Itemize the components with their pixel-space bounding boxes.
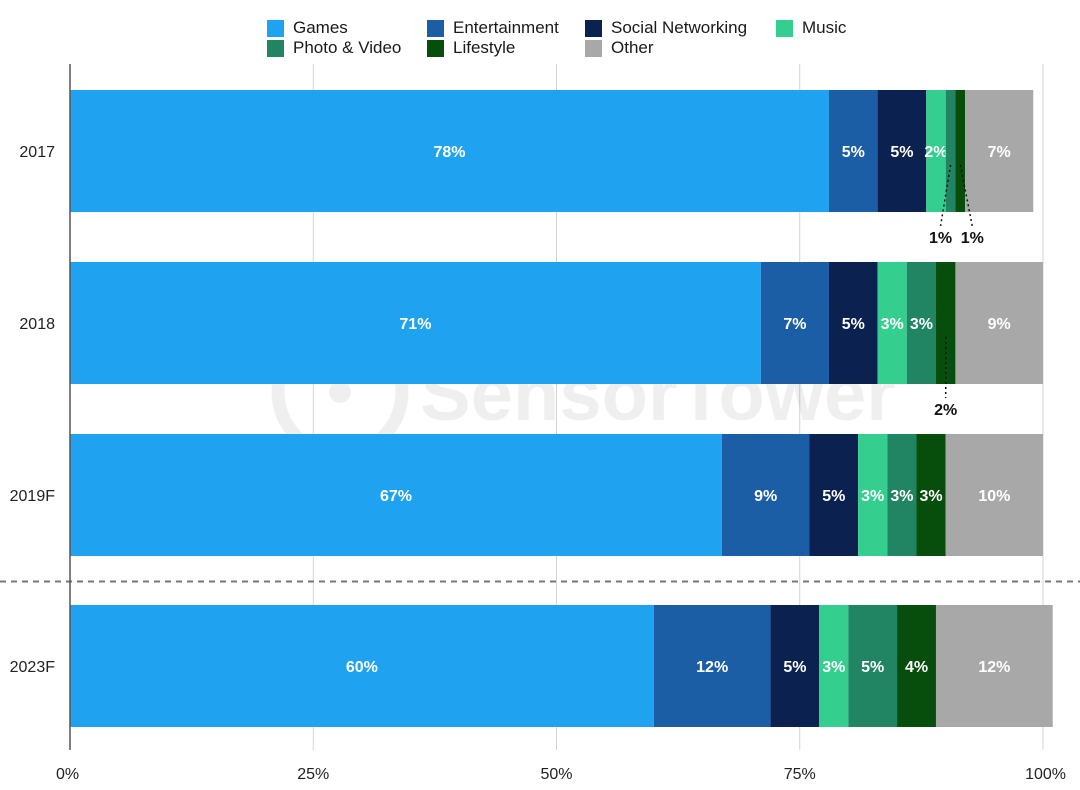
bar-2017-photo-video [945,90,956,212]
callout-label-2018-lifestyle: 2% [934,402,957,419]
bar-label-2023f-other: 12% [978,659,1010,676]
bar-2018-photo-video [906,262,936,384]
bar-2018-lifestyle [935,262,956,384]
bar-label-2019f-music: 3% [861,488,884,505]
bar-label-2018-music: 3% [881,316,904,333]
callout-label-2017-lifestyle: 1% [961,230,984,247]
bar-label-2019f-entertainment: 9% [754,488,777,505]
bar-2018-social-networking [828,262,878,384]
y-category-label-2017: 2017 [19,144,55,161]
bar-label-2018-social-networking: 5% [842,316,865,333]
bar-2017-social-networking [877,90,927,212]
legend-swatch-other [585,39,602,57]
bar-label-2023f-entertainment: 12% [696,659,728,676]
legend-swatch-photo-video [267,39,284,57]
bar-2023f-other [935,605,1053,727]
x-tick-label-25: 25% [297,766,329,783]
bar-2018-music [877,262,907,384]
bar-2018-entertainment [760,262,829,384]
bar-2023f-games [70,605,654,727]
bars: 78% 5% 5% 2% 7% 71% 7% 5% 3% 3% 9% 67% 9% 5% 3% 3% 3% 10%… [70,90,1053,727]
bar-2017-lifestyle [955,90,966,212]
bar-2019f-games [70,434,722,556]
bar-label-2019f-lifestyle: 3% [920,488,943,505]
bar-2019f-lifestyle [916,434,946,556]
bar-label-2023f-lifestyle: 4% [905,659,928,676]
bar-2017-entertainment [828,90,878,212]
legend: Games Entertainment Social Networking Mu… [267,18,907,58]
bar-2018-games [70,262,761,384]
bar-2019f-entertainment [721,434,810,556]
legend-item-social-networking: Social Networking [585,18,747,38]
bar-label-2018-photo-video: 3% [910,316,933,333]
x-tick-label-100: 100% [1025,766,1066,783]
bar-2018-other [955,262,1043,384]
bar-label-2023f-music: 3% [822,659,845,676]
bar-2019f-other [945,434,1043,556]
y-category-label-2018: 2018 [19,316,55,333]
x-tick-label-0: 0% [56,766,79,783]
legend-label-lifestyle: Lifestyle [453,38,516,57]
legend-label-social-networking: Social Networking [611,18,748,37]
bar-2019f-social-networking [809,434,859,556]
bar-label-2017-games: 78% [433,144,465,161]
legend-item-games: Games [267,18,348,38]
callout-label-2017-photo-video: 1% [929,230,952,247]
legend-label-photo-video: Photo & Video [293,38,402,57]
bar-label-2018-entertainment: 7% [783,316,806,333]
bar-2023f-entertainment [653,605,771,727]
legend-label-other: Other [611,38,654,57]
bar-label-2023f-games: 60% [346,659,378,676]
bar-2019f-music [858,434,888,556]
bar-2023f-social-networking [770,605,820,727]
bar-label-2017-other: 7% [988,144,1011,161]
bar-2023f-lifestyle [897,605,936,727]
watermark-logo-dot [329,381,351,403]
bar-2023f-photo-video [848,605,898,727]
bar-label-2019f-other: 10% [978,488,1010,505]
bar-label-2017-music: 2% [924,144,947,161]
legend-item-lifestyle: Lifestyle [427,38,515,58]
bar-label-2018-other: 9% [988,316,1011,333]
bar-label-2023f-social-networking: 5% [783,659,806,676]
bar-2017-music [926,90,946,212]
axes: 0% 25% 50% 75% 100% 2017 2018 2019F 2023F [0,64,1080,783]
callouts: 1% 1% 2% [929,164,984,419]
legend-swatch-lifestyle [427,39,444,57]
bar-label-2019f-social-networking: 5% [822,488,845,505]
legend-item-entertainment: Entertainment [427,18,559,38]
bar-label-2023f-photo-video: 5% [861,659,884,676]
y-category-label-2019f: 2019F [10,488,56,505]
legend-item-music: Music [776,18,846,38]
callout-leader-2017-lifestyle [959,164,974,227]
bar-label-2018-games: 71% [399,316,431,333]
bar-2017-other [965,90,1034,212]
legend-label-music: Music [802,18,847,37]
x-tick-label-75: 75% [784,766,816,783]
bar-label-2017-entertainment: 5% [842,144,865,161]
legend-swatch-entertainment [427,19,444,37]
legend-item-photo-video: Photo & Video [267,38,401,58]
legend-label-games: Games [293,18,348,37]
bar-label-2017-social-networking: 5% [890,144,913,161]
legend-swatch-social-networking [585,19,602,37]
callout-leader-2017-photo-video [939,164,952,227]
bar-label-2019f-games: 67% [380,488,412,505]
x-tick-label-50: 50% [540,766,572,783]
bar-2023f-music [819,605,849,727]
legend-label-entertainment: Entertainment [453,18,559,37]
bar-label-2019f-photo-video: 3% [890,488,913,505]
legend-swatch-games [267,19,284,37]
bar-2019f-photo-video [887,434,917,556]
y-category-label-2023f: 2023F [10,659,56,676]
legend-swatch-music [776,19,793,37]
legend-item-other: Other [585,38,654,58]
bar-2017-games [70,90,829,212]
